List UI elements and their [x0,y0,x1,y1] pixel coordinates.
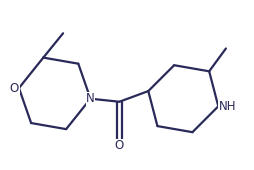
Text: O: O [115,139,124,152]
Text: N: N [86,92,95,105]
Text: NH: NH [219,100,236,113]
Text: O: O [10,82,19,95]
